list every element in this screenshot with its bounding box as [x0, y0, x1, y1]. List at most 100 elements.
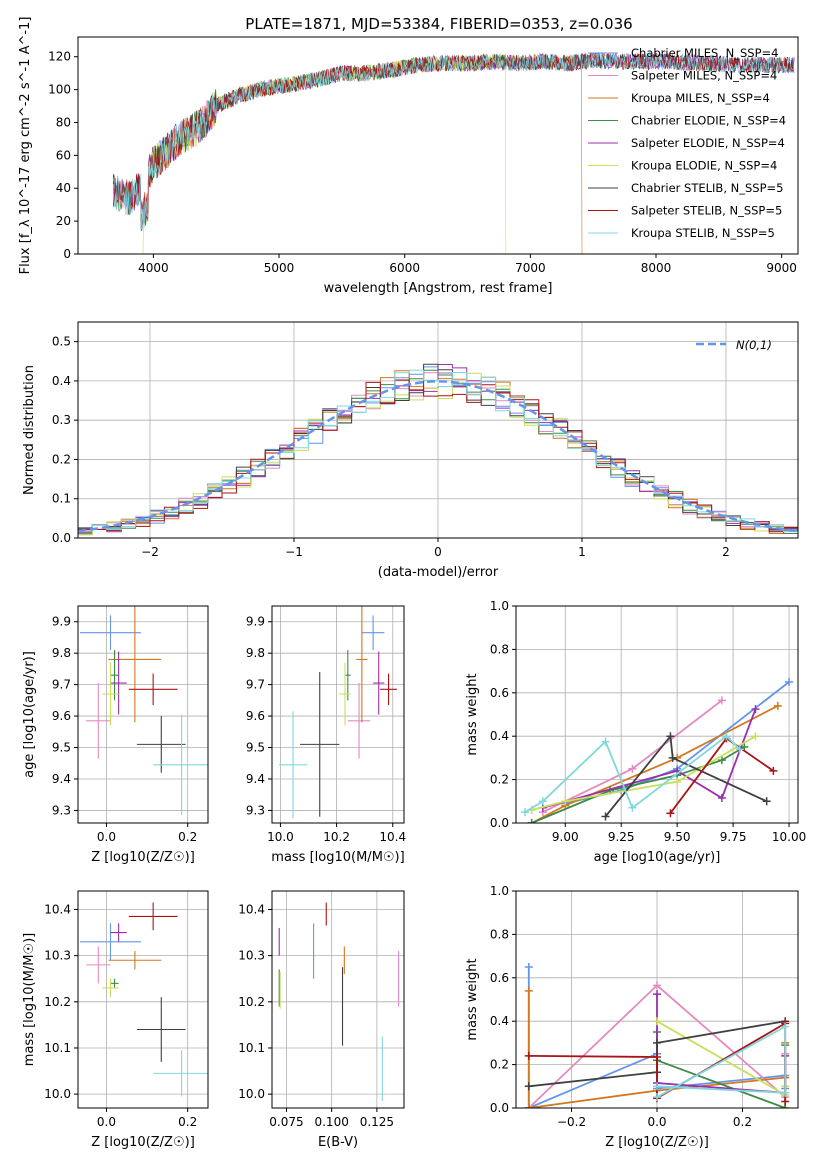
y-tick-label: 10.4	[44, 902, 71, 916]
series-point	[653, 990, 661, 999]
x-tick-label: 0	[434, 545, 442, 559]
mass-weight-vs-age-panel: 9.00 9.25 9.50 9.75 10.00 0.0 0.2 0.4 0.6 0.8 1.0 a…	[465, 599, 806, 865]
y-tick-label: 9.5	[246, 741, 265, 755]
legend-entry: N(0,1)	[736, 338, 772, 352]
y-tick-label: 9.9	[52, 615, 71, 629]
y-tick-label: 0.3	[52, 413, 71, 427]
series-point	[781, 1097, 790, 1106]
mass-weight-vs-Z-panel: −0.2 0.0 0.2 0.0 0.2 0.4 0.6 0.8 1.0 Z [log10(Z/Z…	[465, 884, 799, 1150]
x-axis-label: Z [log10(Z/Z☉)]	[91, 1135, 195, 1150]
y-tick-label: 0.0	[490, 1101, 509, 1115]
series-point	[653, 1082, 661, 1091]
x-tick-label: 7000	[515, 261, 546, 275]
x-tick-label: −2	[141, 545, 159, 559]
legend-entry: Chabrier MILES, N_SSP=4	[631, 46, 778, 60]
series-point	[653, 981, 661, 990]
x-tick-label: 9000	[766, 261, 797, 275]
series-point	[524, 986, 533, 995]
x-tick-label: 0.075	[269, 1115, 303, 1129]
x-tick-label: −1	[285, 545, 303, 559]
series-point	[561, 797, 570, 806]
y-tick-label: 0.2	[490, 1058, 509, 1072]
x-tick-label: 2	[722, 545, 730, 559]
y-tick-label: 9.8	[52, 646, 71, 660]
x-axis-label: (data-model)/error	[378, 565, 499, 580]
axes-frame	[271, 605, 405, 824]
y-tick-label: 0.8	[490, 642, 509, 656]
series-point	[524, 1051, 533, 1060]
y-tick-label: 0.5	[52, 335, 71, 349]
x-axis-label: age [log10(age/yr)]	[594, 850, 721, 865]
legend-entry: Kroupa MILES, N_SSP=4	[631, 91, 770, 105]
y-axis-label: age [log10(age/yr)]	[22, 651, 37, 778]
series-point	[781, 1022, 790, 1031]
series-point	[524, 1082, 533, 1091]
series-point	[628, 803, 637, 812]
figure-title: PLATE=1871, MJD=53384, FIBERID=0353, z=0…	[245, 15, 632, 33]
y-tick-label: 9.5	[52, 741, 71, 755]
x-tick-label: 0.125	[360, 1115, 394, 1129]
y-tick-label: 120	[48, 50, 71, 64]
y-axis-label: mass weight	[465, 673, 480, 755]
series-point	[601, 812, 610, 821]
series-point	[524, 962, 533, 971]
series-line-kroupa-stelib	[656, 1025, 787, 1098]
spectrum-lines	[112, 51, 795, 254]
y-tick-label: 9.4	[246, 772, 265, 786]
series-point	[527, 819, 536, 823]
series-point	[773, 701, 782, 710]
y-tick-label: 0.0	[52, 531, 71, 545]
series-point	[653, 1053, 661, 1062]
x-tick-label: 10.4	[379, 830, 406, 844]
x-tick-label: 1	[578, 545, 586, 559]
series-point	[653, 1017, 661, 1026]
histogram-salpeter-stelib	[78, 379, 798, 533]
legend-entry: Salpeter ELODIE, N_SSP=4	[631, 136, 785, 150]
x-tick-label: 6000	[389, 261, 420, 275]
x-axis-label: wavelength [Angstrom, rest frame]	[324, 281, 553, 296]
y-tick-label: 9.7	[246, 678, 265, 692]
mass-vs-ebv-panel: 0.075 0.100 0.125 10.0 10.1 10.2 10.3 10.4 E(B-V…	[238, 890, 405, 1150]
series-line-kroupa-stelib	[524, 735, 741, 813]
x-tick-label: 9.50	[664, 830, 691, 844]
axes-frame	[77, 36, 799, 255]
mass-vs-Z-marks	[80, 902, 208, 1097]
series-point	[653, 1038, 661, 1047]
x-axis-label: Z [log10(Z/Z☉)]	[91, 850, 195, 865]
series-point	[735, 745, 744, 754]
axes-frame	[515, 605, 799, 824]
y-tick-label: 9.3	[246, 803, 265, 817]
histogram-steps	[78, 363, 798, 536]
x-tick-label: 10.2	[323, 830, 350, 844]
series-line-chabrier-stelib	[604, 733, 768, 818]
series-point	[717, 794, 726, 803]
y-tick-label: 10.0	[238, 1087, 265, 1101]
x-tick-label: 0.2	[178, 1115, 197, 1129]
mass-vs-ebv-marks	[278, 902, 400, 1102]
y-tick-label: 9.4	[52, 772, 71, 786]
histogram-kroupa-stelib	[78, 369, 798, 532]
series-point	[666, 732, 675, 741]
y-tick-label: 0.6	[490, 971, 509, 985]
mass-weight-vs-age-marks	[520, 677, 794, 823]
series-point	[668, 753, 677, 762]
legend-entry: Salpeter MILES, N_SSP=4	[631, 69, 777, 83]
x-tick-label: 9.25	[608, 830, 635, 844]
normal-curve	[78, 380, 798, 533]
series-line-salpeter-elodie	[542, 708, 757, 809]
series-point	[769, 766, 778, 775]
series-point	[601, 737, 610, 746]
y-tick-label: 9.7	[52, 678, 71, 692]
y-axis-label: Normed distribution	[22, 365, 37, 495]
legend-entry: Chabrier ELODIE, N_SSP=4	[631, 114, 786, 128]
legend-entry: Kroupa STELIB, N_SSP=5	[631, 226, 775, 240]
y-tick-label: 100	[48, 83, 71, 97]
x-tick-label: −0.2	[557, 1115, 586, 1129]
x-tick-label: 10.0	[267, 830, 294, 844]
x-tick-label: 0.0	[97, 830, 116, 844]
age-vs-mass-marks	[279, 606, 397, 819]
y-tick-label: 10.4	[238, 902, 265, 916]
x-tick-label: 0.2	[733, 1115, 752, 1129]
axes-frame	[77, 321, 799, 539]
series-point	[751, 705, 760, 714]
